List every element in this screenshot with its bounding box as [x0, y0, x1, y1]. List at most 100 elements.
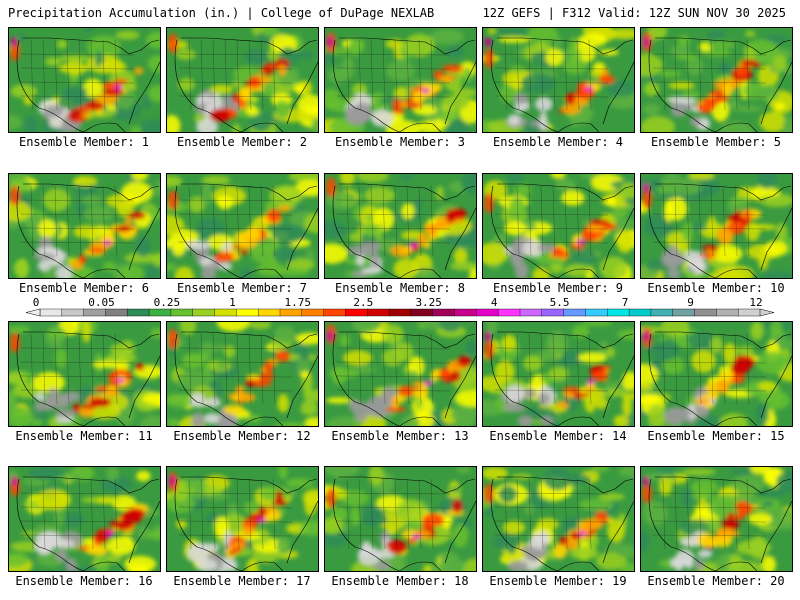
map-panel-member-19 [482, 466, 635, 572]
colorbar-swatch [170, 308, 194, 317]
map-panel-member-9 [482, 173, 635, 279]
map-panel-member-12 [166, 321, 319, 427]
map-panel-member-5 [640, 27, 793, 133]
member-label: Ensemble Member: 14 [489, 429, 627, 443]
colorbar-swatch [367, 308, 390, 317]
map-panel-member-7 [166, 173, 319, 279]
member-label: Ensemble Member: 13 [331, 429, 469, 443]
map-panel-member-1 [8, 27, 161, 133]
map-panel-member-11 [8, 321, 161, 427]
colorbar-high-arrow [759, 308, 775, 317]
precipitation-colorbar: 0 0.05 0.25 1 1.75 2.5 3.25 4 5.5 7 9 12 [25, 296, 775, 317]
precip-field-map [641, 174, 792, 278]
colorbar-swatch [410, 308, 434, 317]
map-panel-member-2 [166, 27, 319, 133]
precip-field-map [9, 322, 160, 426]
colorbar-tick-label: 0.05 [88, 296, 115, 309]
colorbar-swatch [148, 308, 172, 317]
precip-field-map [9, 174, 160, 278]
colorbar-tick-label: 4 [491, 296, 498, 309]
member-label: Ensemble Member: 9 [492, 281, 624, 295]
precip-field-map [325, 174, 476, 278]
colorbar-swatch [454, 308, 477, 317]
map-panel-member-8 [324, 173, 477, 279]
map-panel-member-14 [482, 321, 635, 427]
precip-field-map [483, 174, 634, 278]
precip-field-map [325, 322, 476, 426]
chart-title: Precipitation Accumulation (in.) | Colle… [8, 6, 435, 20]
precip-field-map [9, 28, 160, 132]
colorbar-swatch [301, 308, 325, 317]
colorbar-swatch [672, 308, 696, 317]
precip-field-map [483, 322, 634, 426]
precip-field-map [483, 28, 634, 132]
colorbar-swatch [105, 308, 128, 317]
member-label: Ensemble Member: 3 [334, 135, 466, 149]
precip-field-map [9, 467, 160, 571]
colorbar-swatch [61, 308, 85, 317]
colorbar-swatch [345, 308, 368, 317]
member-label: Ensemble Member: 20 [647, 574, 785, 588]
colorbar-swatch [432, 308, 456, 317]
colorbar-tick-label: 0.25 [154, 296, 181, 309]
precip-field-map [483, 467, 634, 571]
colorbar-swatch [39, 308, 63, 317]
colorbar-tick-label: 12 [749, 296, 762, 309]
precip-field-map [167, 467, 318, 571]
colorbar-swatch [541, 308, 565, 317]
colorbar-tick-label: 1 [229, 296, 236, 309]
member-label: Ensemble Member: 16 [15, 574, 153, 588]
colorbar-swatch [519, 308, 543, 317]
member-label: Ensemble Member: 1 [18, 135, 150, 149]
colorbar-swatch [716, 308, 739, 317]
colorbar-swatch [563, 308, 587, 317]
colorbar-swatch [279, 308, 303, 317]
member-label: Ensemble Member: 5 [650, 135, 782, 149]
colorbar-swatch [628, 308, 652, 317]
colorbar-swatch [607, 308, 630, 317]
colorbar-swatch [388, 308, 412, 317]
precip-field-map [641, 322, 792, 426]
colorbar-tick-label: 7 [622, 296, 629, 309]
precip-field-map [167, 28, 318, 132]
map-panel-member-4 [482, 27, 635, 133]
member-label: Ensemble Member: 4 [492, 135, 624, 149]
map-panel-member-15 [640, 321, 793, 427]
member-label: Ensemble Member: 15 [647, 429, 785, 443]
colorbar-tick-label: 0 [33, 296, 40, 309]
map-panel-member-16 [8, 466, 161, 572]
colorbar-swatch [737, 308, 761, 317]
map-panel-member-17 [166, 466, 319, 572]
map-panel-member-20 [640, 466, 793, 572]
member-label: Ensemble Member: 2 [176, 135, 308, 149]
colorbar-swatch [497, 308, 521, 317]
member-label: Ensemble Member: 19 [489, 574, 627, 588]
precip-field-map [641, 28, 792, 132]
member-label: Ensemble Member: 10 [647, 281, 785, 295]
colorbar-swatch [323, 308, 347, 317]
member-label: Ensemble Member: 6 [18, 281, 150, 295]
map-panel-member-13 [324, 321, 477, 427]
colorbar-tick-label: 3.25 [415, 296, 442, 309]
map-panel-member-18 [324, 466, 477, 572]
colorbar-swatch [585, 308, 608, 317]
colorbar-swatch [257, 308, 281, 317]
colorbar-swatch [236, 308, 259, 317]
map-panel-member-6 [8, 173, 161, 279]
colorbar-swatch [83, 308, 107, 317]
colorbar-tick-label: 9 [687, 296, 694, 309]
model-run-info: 12Z GEFS | F312 Valid: 12Z SUN NOV 30 20… [482, 6, 786, 20]
map-panel-member-10 [640, 173, 793, 279]
precip-field-map [167, 322, 318, 426]
colorbar-swatch [192, 308, 216, 317]
colorbar-tick-label: 1.75 [285, 296, 312, 309]
colorbar-tick-label: 5.5 [550, 296, 570, 309]
colorbar-tick-label: 2.5 [353, 296, 373, 309]
colorbar-swatch [694, 308, 717, 317]
member-label: Ensemble Member: 11 [15, 429, 153, 443]
colorbar-swatch [650, 308, 674, 317]
precip-field-map [325, 28, 476, 132]
member-label: Ensemble Member: 8 [334, 281, 466, 295]
colorbar-low-arrow [25, 308, 41, 317]
member-label: Ensemble Member: 7 [176, 281, 308, 295]
